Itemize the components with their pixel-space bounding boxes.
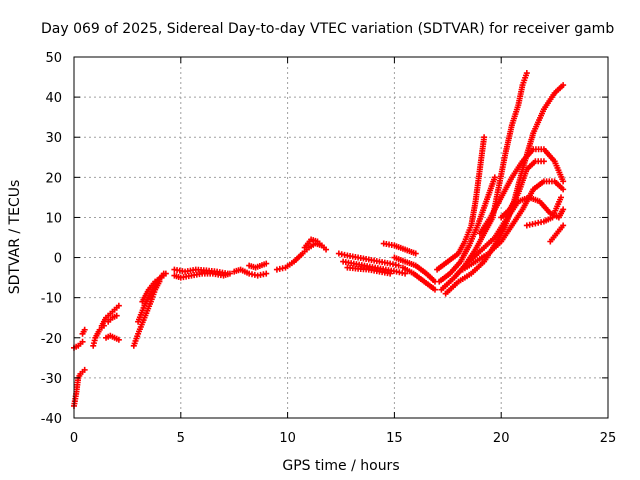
data-point — [491, 174, 498, 181]
plot-frame — [73, 56, 609, 419]
data-point — [560, 206, 567, 213]
y-tick-label: 10 — [45, 211, 62, 226]
series-t21 — [391, 254, 438, 285]
series-t29 — [476, 146, 567, 237]
y-tick-label: -20 — [41, 332, 62, 347]
y-tick-label: -10 — [41, 292, 62, 307]
y-tick-label: 20 — [45, 171, 62, 186]
data-point — [81, 366, 88, 373]
series-t23 — [434, 134, 488, 273]
y-axis-label: SDTVAR / TECUs — [7, 180, 23, 295]
data-point — [523, 70, 530, 77]
series-t6 — [103, 332, 122, 343]
data-point — [115, 302, 122, 309]
series-t32 — [547, 222, 567, 245]
series-t12 — [171, 266, 231, 277]
y-tick-label: -30 — [41, 372, 62, 387]
data-point — [224, 270, 231, 277]
series-t10 — [139, 270, 169, 305]
x-tick-label: 20 — [493, 431, 510, 446]
data-points — [71, 70, 567, 409]
data-point — [412, 250, 419, 257]
series-t16 — [301, 236, 325, 251]
data-point — [395, 262, 402, 269]
x-tick-label: 15 — [386, 431, 403, 446]
x-tick-label: 10 — [279, 431, 296, 446]
data-point — [558, 194, 565, 201]
y-tick-label: 40 — [45, 91, 62, 106]
chart-title: Day 069 of 2025, Sidereal Day-to-day VTE… — [41, 21, 614, 37]
y-tick-label: 30 — [45, 131, 62, 146]
data-point — [263, 270, 270, 277]
data-point — [560, 178, 567, 185]
data-point — [481, 134, 488, 141]
x-tick-label: 0 — [70, 431, 78, 446]
series-t3 — [79, 326, 88, 337]
series-t30 — [498, 158, 547, 221]
data-point — [318, 242, 325, 249]
series-t24 — [436, 174, 498, 285]
x-axis-label: GPS time / hours — [282, 458, 399, 474]
axis-ticks: 0 5 10 15 20 25 -40 -30 -20 -10 0 10 20 30 40 50 — [41, 51, 617, 446]
data-point — [323, 246, 330, 253]
series-t19 — [344, 264, 394, 277]
x-tick-label: 25 — [600, 431, 617, 446]
series-t22 — [399, 264, 438, 293]
data-point — [81, 326, 88, 333]
series-t20 — [380, 240, 419, 257]
series-t18 — [340, 258, 409, 277]
data-point — [560, 82, 567, 89]
data-point — [162, 270, 169, 277]
y-tick-label: 50 — [45, 51, 62, 66]
data-point — [431, 286, 438, 293]
series-t7 — [105, 312, 120, 325]
series-t14 — [246, 260, 270, 271]
data-point — [387, 270, 394, 277]
data-point — [263, 260, 270, 267]
data-point — [560, 186, 567, 193]
data-point — [540, 158, 547, 165]
data-point — [113, 312, 120, 319]
grid-layer — [74, 57, 608, 418]
data-point — [560, 222, 567, 229]
series-t13 — [231, 266, 270, 279]
series-t28 — [466, 194, 567, 265]
x-tick-label: 5 — [177, 431, 185, 446]
y-tick-label: -40 — [41, 412, 62, 427]
data-point — [79, 338, 86, 345]
data-point — [115, 336, 122, 343]
series-t31 — [523, 194, 565, 229]
series-t17 — [335, 250, 402, 269]
y-tick-label: 0 — [54, 252, 62, 267]
